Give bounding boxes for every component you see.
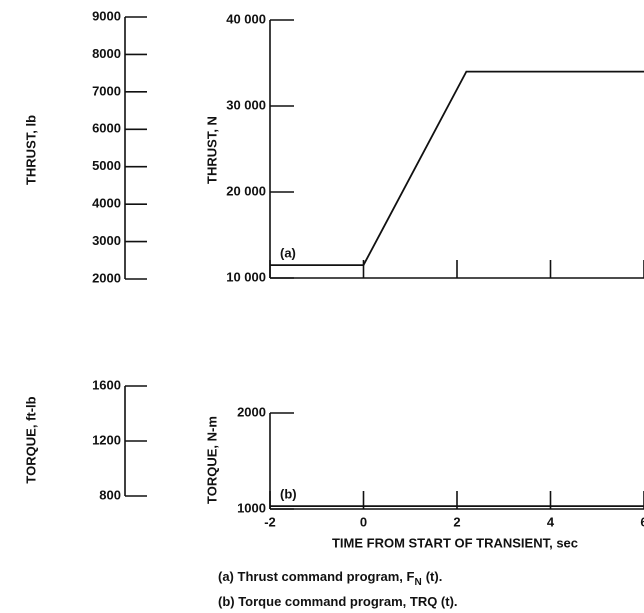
- y2-axis-label: TORQUE, ft-lb: [23, 396, 38, 483]
- caption-subscript: N: [414, 577, 421, 588]
- x-tick-label: -2: [264, 514, 276, 529]
- y2-tick-label: 1600: [92, 377, 121, 392]
- y2-tick-label: 9000: [92, 8, 121, 23]
- y2-tick-label: 3000: [92, 233, 121, 248]
- x-tick-label: 4: [547, 514, 555, 529]
- panel-label: (a): [280, 246, 296, 261]
- y-tick-label: 10 000: [226, 269, 266, 284]
- y-tick-label: 1000: [237, 500, 266, 515]
- caption-text: (b) Torque command program, TRQ (t).: [218, 594, 458, 609]
- y-axis-label: THRUST, N: [204, 116, 219, 184]
- panel-label: (b): [280, 487, 297, 502]
- x-tick-label: 2: [453, 514, 460, 529]
- y-tick-label: 40 000: [226, 11, 266, 26]
- y-tick-label: 2000: [237, 404, 266, 419]
- y2-tick-label: 7000: [92, 83, 121, 98]
- y-tick-label: 30 000: [226, 97, 266, 112]
- y2-tick-label: 6000: [92, 121, 121, 136]
- y2-axis-label: THRUST, lb: [23, 115, 38, 185]
- data-line: [270, 70, 644, 267]
- x-tick-label: 6: [640, 514, 644, 529]
- x-tick-label: 0: [360, 514, 367, 529]
- y2-tick-label: 1200: [92, 432, 121, 447]
- caption-tail: (t).: [426, 569, 443, 584]
- caption: (b) Torque command program, TRQ (t).: [218, 594, 458, 609]
- caption: (a) Thrust command program, FN (t).: [218, 569, 442, 587]
- caption-text: (a) Thrust command program, F: [218, 569, 415, 584]
- y2-tick-label: 800: [99, 487, 121, 502]
- y2-tick-label: 2000: [92, 270, 121, 285]
- y2-tick-label: 8000: [92, 46, 121, 61]
- y2-tick-label: 4000: [92, 196, 121, 211]
- y-axis-label: TORQUE, N-m: [204, 416, 219, 504]
- y2-tick-label: 5000: [92, 158, 121, 173]
- y-tick-label: 20 000: [226, 183, 266, 198]
- x-axis-label: TIME FROM START OF TRANSIENT, sec: [332, 535, 578, 550]
